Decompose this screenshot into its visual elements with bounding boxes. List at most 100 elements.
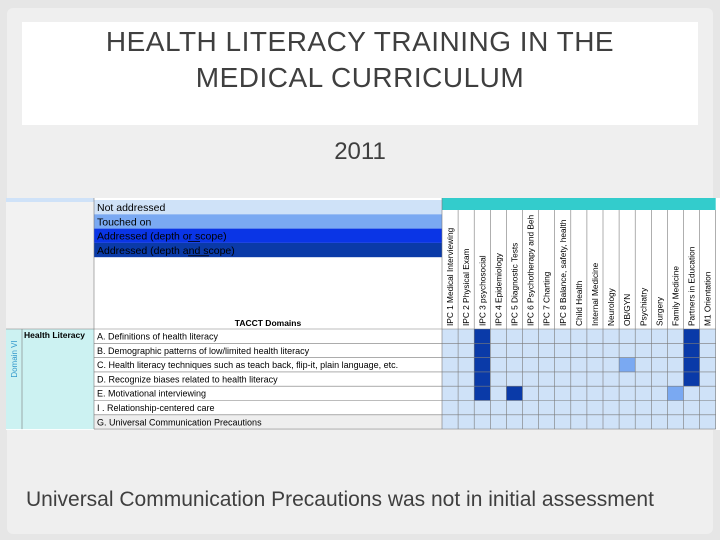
cell-r6-c0: [442, 414, 459, 430]
cell-r1-c4: [506, 343, 523, 358]
cell-r6-c8: [570, 414, 587, 430]
row-label-cell-1: [94, 343, 442, 358]
column-header-cell-7: [554, 210, 571, 329]
legend-swatch-2: [94, 228, 442, 243]
domain-side-label: Domain VI: [10, 340, 19, 377]
column-header-cell-4: [506, 210, 523, 329]
slide-caption: Universal Communication Precautions was …: [26, 488, 654, 511]
cell-r1-c0: [442, 343, 459, 358]
cell-r4-c9: [586, 386, 603, 401]
row-label-cell-5: [94, 400, 442, 415]
cell-r0-c8: [570, 329, 587, 344]
column-header-2: IPC 3 psychosocial: [477, 255, 487, 326]
cell-r5-c3: [490, 400, 507, 415]
curriculum-matrix: Not addressed Touched on Addressed (depth …: [6, 198, 720, 430]
column-header-4: IPC 5 Diagnostic Tests: [509, 243, 519, 326]
cell-r2-c10: [603, 357, 620, 372]
cell-r1-c15: [683, 343, 700, 358]
cell-r6-c10: [603, 414, 620, 430]
cell-r2-c7: [554, 357, 571, 372]
cell-r5-c5: [522, 400, 539, 415]
cell-r1-c8: [570, 343, 587, 358]
cell-r4-c6: [538, 386, 555, 401]
cell-r6-c12: [635, 414, 652, 430]
cell-r3-c3: [490, 371, 507, 387]
cell-r0-c12: [635, 329, 652, 344]
cell-r4-c10: [603, 386, 620, 401]
cell-r6-c7: [554, 414, 571, 430]
cell-r1-c3: [490, 343, 507, 358]
cell-r0-c16: [699, 329, 716, 344]
cell-r2-c16: [699, 357, 716, 372]
cell-r2-c12: [635, 357, 652, 372]
title-line-2: MEDICAL CURRICULUM: [195, 62, 525, 93]
cell-r0-c9: [586, 329, 603, 344]
cell-r5-c12: [635, 400, 652, 415]
column-header-cell-1: [458, 210, 475, 329]
legend-label-3: Addressed (depth and scope): [97, 245, 235, 257]
cell-r6-c3: [490, 414, 507, 430]
cell-r0-c10: [603, 329, 620, 344]
cell-r3-c14: [667, 371, 684, 387]
cell-r2-c1: [458, 357, 475, 372]
title-box: [22, 22, 698, 125]
legend-swatch-3: [94, 242, 442, 258]
cell-r6-c2: [474, 414, 491, 430]
cell-r6-c9: [586, 414, 603, 430]
column-header-16: M1 Orientation: [703, 271, 713, 326]
cell-r4-c14: [667, 386, 684, 401]
cell-r3-c10: [603, 371, 620, 387]
cell-r1-c1: [458, 343, 475, 358]
cell-r2-c2: [474, 357, 491, 372]
legend-swatch-1: [94, 214, 442, 229]
column-header-cell-16: [699, 210, 716, 329]
column-header-13: Surgery: [654, 296, 664, 326]
slide-title: HEALTH LITERACY TRAINING IN THE MEDICAL …: [22, 24, 698, 96]
cell-r4-c1: [458, 386, 475, 401]
cell-r5-c0: [442, 400, 459, 415]
column-header-cell-0: [442, 210, 459, 329]
column-header-cell-10: [603, 210, 620, 329]
cell-r3-c8: [570, 371, 587, 387]
column-header-15: Partners in Education: [687, 246, 697, 326]
column-header-11: OB/GYN: [622, 294, 632, 326]
cell-r5-c10: [603, 400, 620, 415]
cell-r5-c4: [506, 400, 523, 415]
row-label-1: B. Demographic patterns of low/limited h…: [97, 346, 310, 356]
cell-r5-c1: [458, 400, 475, 415]
cell-r0-c2: [474, 329, 491, 344]
row-label-4: E. Motivational interviewing: [97, 389, 206, 399]
row-label-3: D. Recognize biases related to health li…: [97, 374, 278, 384]
column-header-cell-2: [474, 210, 491, 329]
cell-r0-c3: [490, 329, 507, 344]
cell-r0-c11: [619, 329, 636, 344]
cell-r5-c8: [570, 400, 587, 415]
row-label-cell-2: [94, 357, 442, 372]
cell-r4-c12: [635, 386, 652, 401]
column-header-cell-8: [570, 210, 587, 329]
tacct-domains-header: TACCT Domains: [235, 318, 302, 328]
cell-r6-c4: [506, 414, 523, 430]
column-header-cell-14: [667, 210, 684, 329]
column-header-9: Internal Medicine: [590, 262, 600, 326]
cell-r1-c5: [522, 343, 539, 358]
cell-r5-c16: [699, 400, 716, 415]
column-header-cell-5: [522, 210, 539, 329]
column-header-cell-12: [635, 210, 652, 329]
cell-r2-c15: [683, 357, 700, 372]
cell-r3-c15: [683, 371, 700, 387]
cell-r3-c9: [586, 371, 603, 387]
top-strip: [6, 198, 94, 202]
legend-swatch-0: [94, 200, 442, 215]
column-header-10: Neurology: [606, 287, 616, 326]
domain-side-band: [6, 329, 22, 430]
column-header-1: IPC 2 Physical Exam: [461, 248, 471, 326]
column-header-band: [442, 198, 716, 210]
cell-r5-c9: [586, 400, 603, 415]
cell-r2-c8: [570, 357, 587, 372]
cell-r4-c13: [651, 386, 668, 401]
slide-year: 2011: [334, 138, 386, 165]
cell-r3-c6: [538, 371, 555, 387]
cell-r6-c13: [651, 414, 668, 430]
cell-r1-c11: [619, 343, 636, 358]
